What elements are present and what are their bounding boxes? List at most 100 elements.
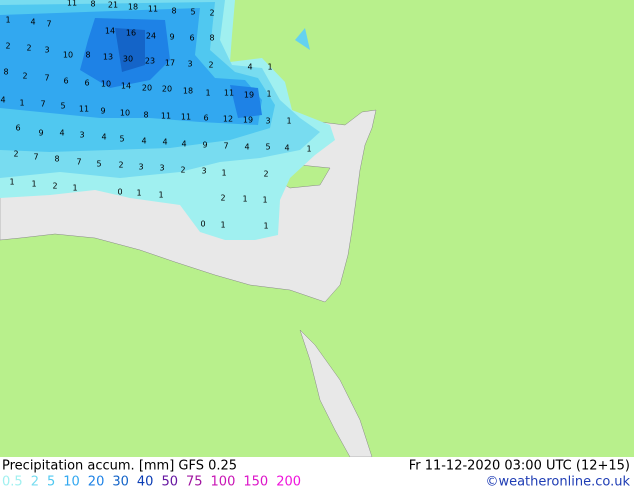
map-value: 9 xyxy=(169,33,174,42)
precip-5 xyxy=(115,28,145,72)
legend-label: 10 xyxy=(63,475,80,490)
map-value: 1 xyxy=(220,221,225,230)
legend: 0.5 2 5 10 20 30 40 50 75 100 150 200 xyxy=(2,475,301,490)
map-value: 2 xyxy=(118,161,123,170)
map-value: 2 xyxy=(208,61,213,70)
map-value: 1 xyxy=(158,191,163,200)
map-value: 1 xyxy=(136,189,141,198)
legend-label: 30 xyxy=(112,475,129,490)
map-value: 17 xyxy=(165,59,175,68)
legend-label: 2 xyxy=(31,475,39,490)
map-value: 2 xyxy=(22,72,27,81)
map-value: 3 xyxy=(138,163,143,172)
map-value: 4 xyxy=(101,133,106,142)
map-value: 8 xyxy=(171,7,176,16)
map-value: 1 xyxy=(72,184,77,193)
map-value: 2 xyxy=(52,182,57,191)
map-value: 9 xyxy=(100,107,105,116)
map-value: 8 xyxy=(3,68,8,77)
map-value: 11 xyxy=(79,105,89,114)
map-value: 19 xyxy=(244,91,254,100)
credit: ©weatheronline.co.uk xyxy=(485,475,630,490)
map-value: 7 xyxy=(44,74,49,83)
map-value: 7 xyxy=(223,142,228,151)
legend-label: 75 xyxy=(186,475,203,490)
map-value: 1 xyxy=(306,145,311,154)
map-value: 1 xyxy=(19,99,24,108)
legend-label: 20 xyxy=(88,475,105,490)
map-value: 11 xyxy=(161,112,171,121)
map-value: 4 xyxy=(59,129,64,138)
map-value: 1 xyxy=(267,63,272,72)
map-value: 2 xyxy=(13,150,18,159)
map-value: 18 xyxy=(183,87,193,96)
map-value: 1 xyxy=(266,90,271,99)
map-value: 4 xyxy=(244,143,249,152)
map-value: 2 xyxy=(180,166,185,175)
map-value: 8 xyxy=(90,0,95,9)
map-value: 0 xyxy=(200,220,205,229)
map-value: 4 xyxy=(0,96,5,105)
map-value: 1 xyxy=(262,196,267,205)
legend-label: 50 xyxy=(161,475,178,490)
map-value: 11 xyxy=(181,113,191,122)
legend-label: 150 xyxy=(243,475,268,490)
map-value: 11 xyxy=(224,89,234,98)
map-value: 8 xyxy=(143,111,148,120)
legend-label: 40 xyxy=(137,475,154,490)
map-value: 7 xyxy=(33,153,38,162)
map-value: 7 xyxy=(76,158,81,167)
map-value: 10 xyxy=(63,51,73,60)
map-value: 9 xyxy=(38,129,43,138)
map-value: 12 xyxy=(223,115,233,124)
map-value: 14 xyxy=(121,82,131,91)
map-value: 1 xyxy=(242,195,247,204)
map-value: 3 xyxy=(159,164,164,173)
map-value: 4 xyxy=(284,144,289,153)
map-value: 3 xyxy=(187,60,192,69)
map-value: 4 xyxy=(247,63,252,72)
map-value: 2 xyxy=(5,42,10,51)
map-value: 5 xyxy=(119,135,124,144)
map-value: 20 xyxy=(162,85,172,94)
map-value: 6 xyxy=(15,124,20,133)
map-value: 4 xyxy=(30,18,35,27)
map-value: 6 xyxy=(84,79,89,88)
valid-time: Fr 11-12-2020 03:00 UTC (12+15) xyxy=(409,459,630,474)
map-value: 10 xyxy=(120,109,130,118)
map-value: 7 xyxy=(46,20,51,29)
footer xyxy=(0,457,634,490)
map-value: 8 xyxy=(85,51,90,60)
legend-label: 5 xyxy=(47,475,55,490)
map-value: 5 xyxy=(60,102,65,111)
map-value: 4 xyxy=(162,138,167,147)
map-value: 18 xyxy=(128,3,138,12)
lake xyxy=(295,28,310,50)
map-value: 6 xyxy=(203,114,208,123)
map-value: 2 xyxy=(263,170,268,179)
map-value: 8 xyxy=(209,34,214,43)
map-value: 21 xyxy=(108,1,118,10)
map-title: Precipitation accum. [mm] GFS 0.25 xyxy=(2,459,237,474)
map-value: 4 xyxy=(141,137,146,146)
map-value: 11 xyxy=(67,0,77,8)
map-value: 2 xyxy=(26,44,31,53)
map-value: 20 xyxy=(142,84,152,93)
legend-label: 0.5 xyxy=(2,475,23,490)
map-value: 1 xyxy=(9,178,14,187)
map-value: 1 xyxy=(205,89,210,98)
map-value: 30 xyxy=(123,55,133,64)
map-value: 1 xyxy=(31,180,36,189)
map-value: 6 xyxy=(189,34,194,43)
map-value: 24 xyxy=(146,32,156,41)
map-value: 1 xyxy=(5,16,10,25)
map-value: 5 xyxy=(265,143,270,152)
map-value: 11 xyxy=(148,5,158,14)
legend-label: 200 xyxy=(276,475,301,490)
map-value: 23 xyxy=(145,57,155,66)
map-value: 3 xyxy=(79,131,84,140)
map-value: 5 xyxy=(190,8,195,17)
map-value: 1 xyxy=(221,169,226,178)
